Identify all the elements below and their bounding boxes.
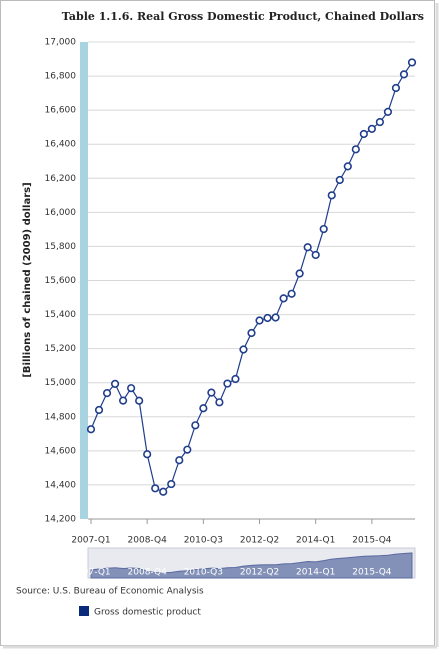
y-tick-label: 16,800 <box>45 72 77 82</box>
point <box>295 269 304 278</box>
x-tick-label: 2010-Q3 <box>184 536 223 546</box>
point <box>399 70 409 79</box>
point <box>94 405 104 415</box>
navigator-label: 2015-Q4 <box>352 568 392 578</box>
point <box>239 345 248 354</box>
point <box>343 162 352 171</box>
point <box>263 313 272 323</box>
point <box>407 58 417 67</box>
x-tick-label: 2015-Q4 <box>352 536 392 546</box>
y-tick-label: 15,800 <box>45 242 77 252</box>
navigator-label: 2010-Q3 <box>184 568 223 578</box>
x-tick-label: 2007-Q1 <box>71 536 110 546</box>
point <box>207 388 216 397</box>
point <box>375 117 385 127</box>
point <box>359 129 368 139</box>
source-note: Source: U.S. Bureau of Economic Analysis <box>16 587 204 597</box>
y-tick-label: 16,400 <box>45 140 77 150</box>
point <box>118 396 128 405</box>
point <box>223 379 232 388</box>
navigator-area <box>90 552 413 579</box>
point <box>383 107 393 116</box>
y-tick-label: 14,200 <box>45 515 77 525</box>
point <box>143 450 152 459</box>
chart-title: Table 1.1.6. Real Gross Domestic Product… <box>62 10 424 23</box>
point <box>351 145 360 154</box>
point <box>231 374 240 384</box>
point <box>271 313 280 322</box>
point <box>167 479 176 489</box>
point <box>127 384 136 393</box>
x-tick-label: 2012-Q2 <box>240 536 279 546</box>
point <box>303 243 312 252</box>
point <box>287 289 296 298</box>
x-tick-label: 2014-Q1 <box>296 536 335 546</box>
y-tick-label: 15,600 <box>45 276 77 286</box>
navigator-label: 2008-Q4 <box>128 568 168 578</box>
point <box>279 294 288 303</box>
point <box>102 389 112 398</box>
point <box>327 191 336 200</box>
y-tick-label: 16,600 <box>45 106 77 116</box>
point <box>159 487 168 496</box>
point <box>151 484 160 493</box>
y-tick-label: 15,200 <box>45 344 77 354</box>
point <box>367 124 376 133</box>
point <box>215 398 224 407</box>
point <box>175 456 184 465</box>
point <box>135 396 144 405</box>
point <box>183 445 192 454</box>
y-tick-label: 17,000 <box>45 38 77 48</box>
y-tick-label: 15,000 <box>45 378 77 388</box>
point <box>247 328 256 338</box>
navigator-label: 2007-Q1 <box>71 568 110 578</box>
point <box>199 404 208 413</box>
y-axis-band <box>80 42 88 519</box>
y-axis-label: [Billions of chained (2009) dollars] <box>22 182 33 377</box>
legend-label: Gross domestic product <box>94 608 201 618</box>
point <box>110 379 120 389</box>
point <box>311 250 320 260</box>
point <box>335 175 344 185</box>
legend-swatch <box>79 606 89 616</box>
navigator-label: 2014-Q1 <box>296 568 335 578</box>
y-tick-label: 14,600 <box>45 446 77 456</box>
point <box>86 425 96 434</box>
point <box>191 421 200 430</box>
x-tick-label: 2008-Q4 <box>128 536 168 546</box>
y-tick-label: 14,800 <box>45 412 77 422</box>
y-tick-label: 16,200 <box>45 174 77 184</box>
y-tick-label: 16,000 <box>45 208 77 218</box>
point <box>319 224 328 234</box>
navigator-label: 2012-Q2 <box>240 568 279 578</box>
point <box>391 83 401 93</box>
y-tick-label: 15,400 <box>45 310 77 320</box>
point <box>255 316 264 325</box>
legend: Gross domestic product <box>79 606 201 618</box>
y-tick-label: 14,400 <box>45 480 77 490</box>
